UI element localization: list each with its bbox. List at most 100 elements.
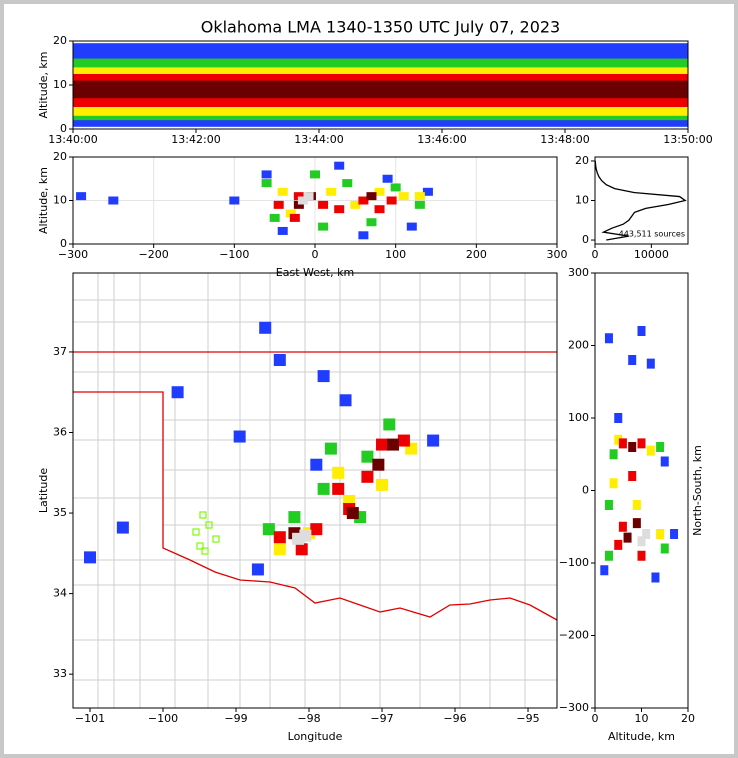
source-cell bbox=[374, 187, 385, 196]
source-cell bbox=[288, 511, 301, 524]
y-tick-label: −200 bbox=[559, 629, 589, 642]
source-cell bbox=[261, 170, 272, 179]
source-cell bbox=[646, 358, 655, 369]
y-tick-label: −300 bbox=[559, 701, 589, 714]
x-tick-label: 0 bbox=[592, 712, 599, 725]
source-cell bbox=[618, 521, 627, 532]
source-cell bbox=[376, 478, 389, 491]
source-cell bbox=[289, 213, 300, 222]
source-cell bbox=[229, 196, 240, 205]
x-tick-label: 10 bbox=[635, 712, 649, 725]
source-cell bbox=[350, 200, 361, 209]
source-cell bbox=[382, 174, 393, 183]
source-cell bbox=[342, 179, 353, 188]
source-cell bbox=[259, 321, 272, 334]
source-cell bbox=[273, 200, 284, 209]
y-tick-label: 0 bbox=[582, 484, 589, 497]
x-tick-label: −100 bbox=[148, 712, 178, 725]
x-tick-label: −97 bbox=[370, 712, 393, 725]
source-cell bbox=[334, 205, 345, 214]
source-cell bbox=[317, 370, 330, 383]
altitude-histogram bbox=[594, 160, 687, 241]
source-cell bbox=[660, 543, 669, 554]
source-cell bbox=[660, 456, 669, 467]
x-tick-label: −101 bbox=[75, 712, 105, 725]
source-cell bbox=[317, 482, 330, 495]
y-tick-label: 10 bbox=[53, 194, 67, 207]
source-cell bbox=[628, 355, 637, 365]
source-cell bbox=[358, 196, 369, 205]
source-cell bbox=[295, 543, 308, 556]
source-cell bbox=[609, 478, 618, 489]
source-cell bbox=[277, 187, 288, 196]
source-cell bbox=[614, 539, 623, 550]
y-tick-label: 33 bbox=[53, 667, 67, 680]
source-cell bbox=[656, 529, 665, 539]
y-axis-label: North-South, km bbox=[691, 445, 704, 536]
source-cell bbox=[361, 470, 374, 483]
source-cell bbox=[310, 458, 323, 471]
x-tick-label: −96 bbox=[443, 712, 466, 725]
x-tick-label: −95 bbox=[516, 712, 539, 725]
x-tick-label: 20 bbox=[681, 712, 695, 725]
source-cell bbox=[604, 550, 613, 561]
source-cell bbox=[310, 170, 320, 179]
source-cell bbox=[262, 523, 275, 536]
source-cell bbox=[171, 386, 184, 399]
x-tick-label: 300 bbox=[547, 248, 568, 261]
source-cell bbox=[637, 326, 646, 336]
x-tick-label: −100 bbox=[219, 248, 249, 261]
source-cell bbox=[427, 434, 440, 447]
source-cell bbox=[303, 192, 314, 201]
source-cell bbox=[273, 543, 286, 556]
source-cell bbox=[76, 192, 87, 201]
source-cell bbox=[285, 209, 296, 218]
plot-frame bbox=[72, 40, 689, 130]
x-tick-label: 0 bbox=[592, 248, 599, 261]
source-cell bbox=[406, 222, 417, 231]
x-tick-label: −200 bbox=[139, 248, 169, 261]
x-tick-label: −300 bbox=[58, 248, 88, 261]
source-cell bbox=[332, 482, 345, 495]
source-cell bbox=[637, 550, 646, 561]
source-cell bbox=[299, 529, 312, 542]
source-cell bbox=[414, 192, 425, 201]
plot-frame bbox=[72, 156, 558, 245]
stations bbox=[192, 511, 220, 555]
y-tick-label: 36 bbox=[53, 426, 67, 439]
x-tick-label: 13:40:00 bbox=[48, 133, 97, 146]
source-cell bbox=[346, 507, 359, 520]
source-cell bbox=[339, 394, 352, 407]
source-cell bbox=[656, 442, 665, 452]
plot-frame bbox=[594, 156, 689, 245]
y-axis-label: Altitude, km bbox=[37, 167, 50, 234]
x-tick-label: −98 bbox=[297, 712, 320, 725]
x-tick-label: −99 bbox=[224, 712, 247, 725]
source-cell bbox=[604, 333, 613, 344]
source-cell bbox=[390, 183, 401, 192]
source-cell bbox=[318, 200, 329, 209]
chart-title: Oklahoma LMA 1340-1350 UTC July 07, 2023 bbox=[201, 18, 560, 37]
x-tick-label: 13:42:00 bbox=[171, 133, 220, 146]
source-cell bbox=[628, 442, 637, 452]
source-cell bbox=[326, 187, 337, 196]
source-cell bbox=[269, 213, 280, 222]
x-tick-label: 13:48:00 bbox=[540, 133, 589, 146]
x-tick-label: 100 bbox=[385, 248, 406, 261]
y-axis-label: Altitude, km bbox=[37, 51, 50, 118]
source-cell bbox=[84, 551, 97, 564]
source-cell bbox=[632, 500, 641, 510]
x-tick-label: 13:44:00 bbox=[294, 133, 343, 146]
y-tick-label: 20 bbox=[575, 154, 589, 167]
source-cell bbox=[383, 418, 396, 431]
source-cell bbox=[374, 205, 385, 214]
source-cell bbox=[366, 218, 377, 227]
source-cell bbox=[372, 458, 385, 471]
x-axis-label: Altitude, km bbox=[608, 730, 675, 743]
source-cell bbox=[324, 442, 337, 455]
x-tick-label: 0 bbox=[312, 248, 319, 261]
x-tick-label: 13:50:00 bbox=[663, 133, 712, 146]
y-tick-label: 20 bbox=[53, 150, 67, 163]
source-cell bbox=[637, 536, 646, 547]
